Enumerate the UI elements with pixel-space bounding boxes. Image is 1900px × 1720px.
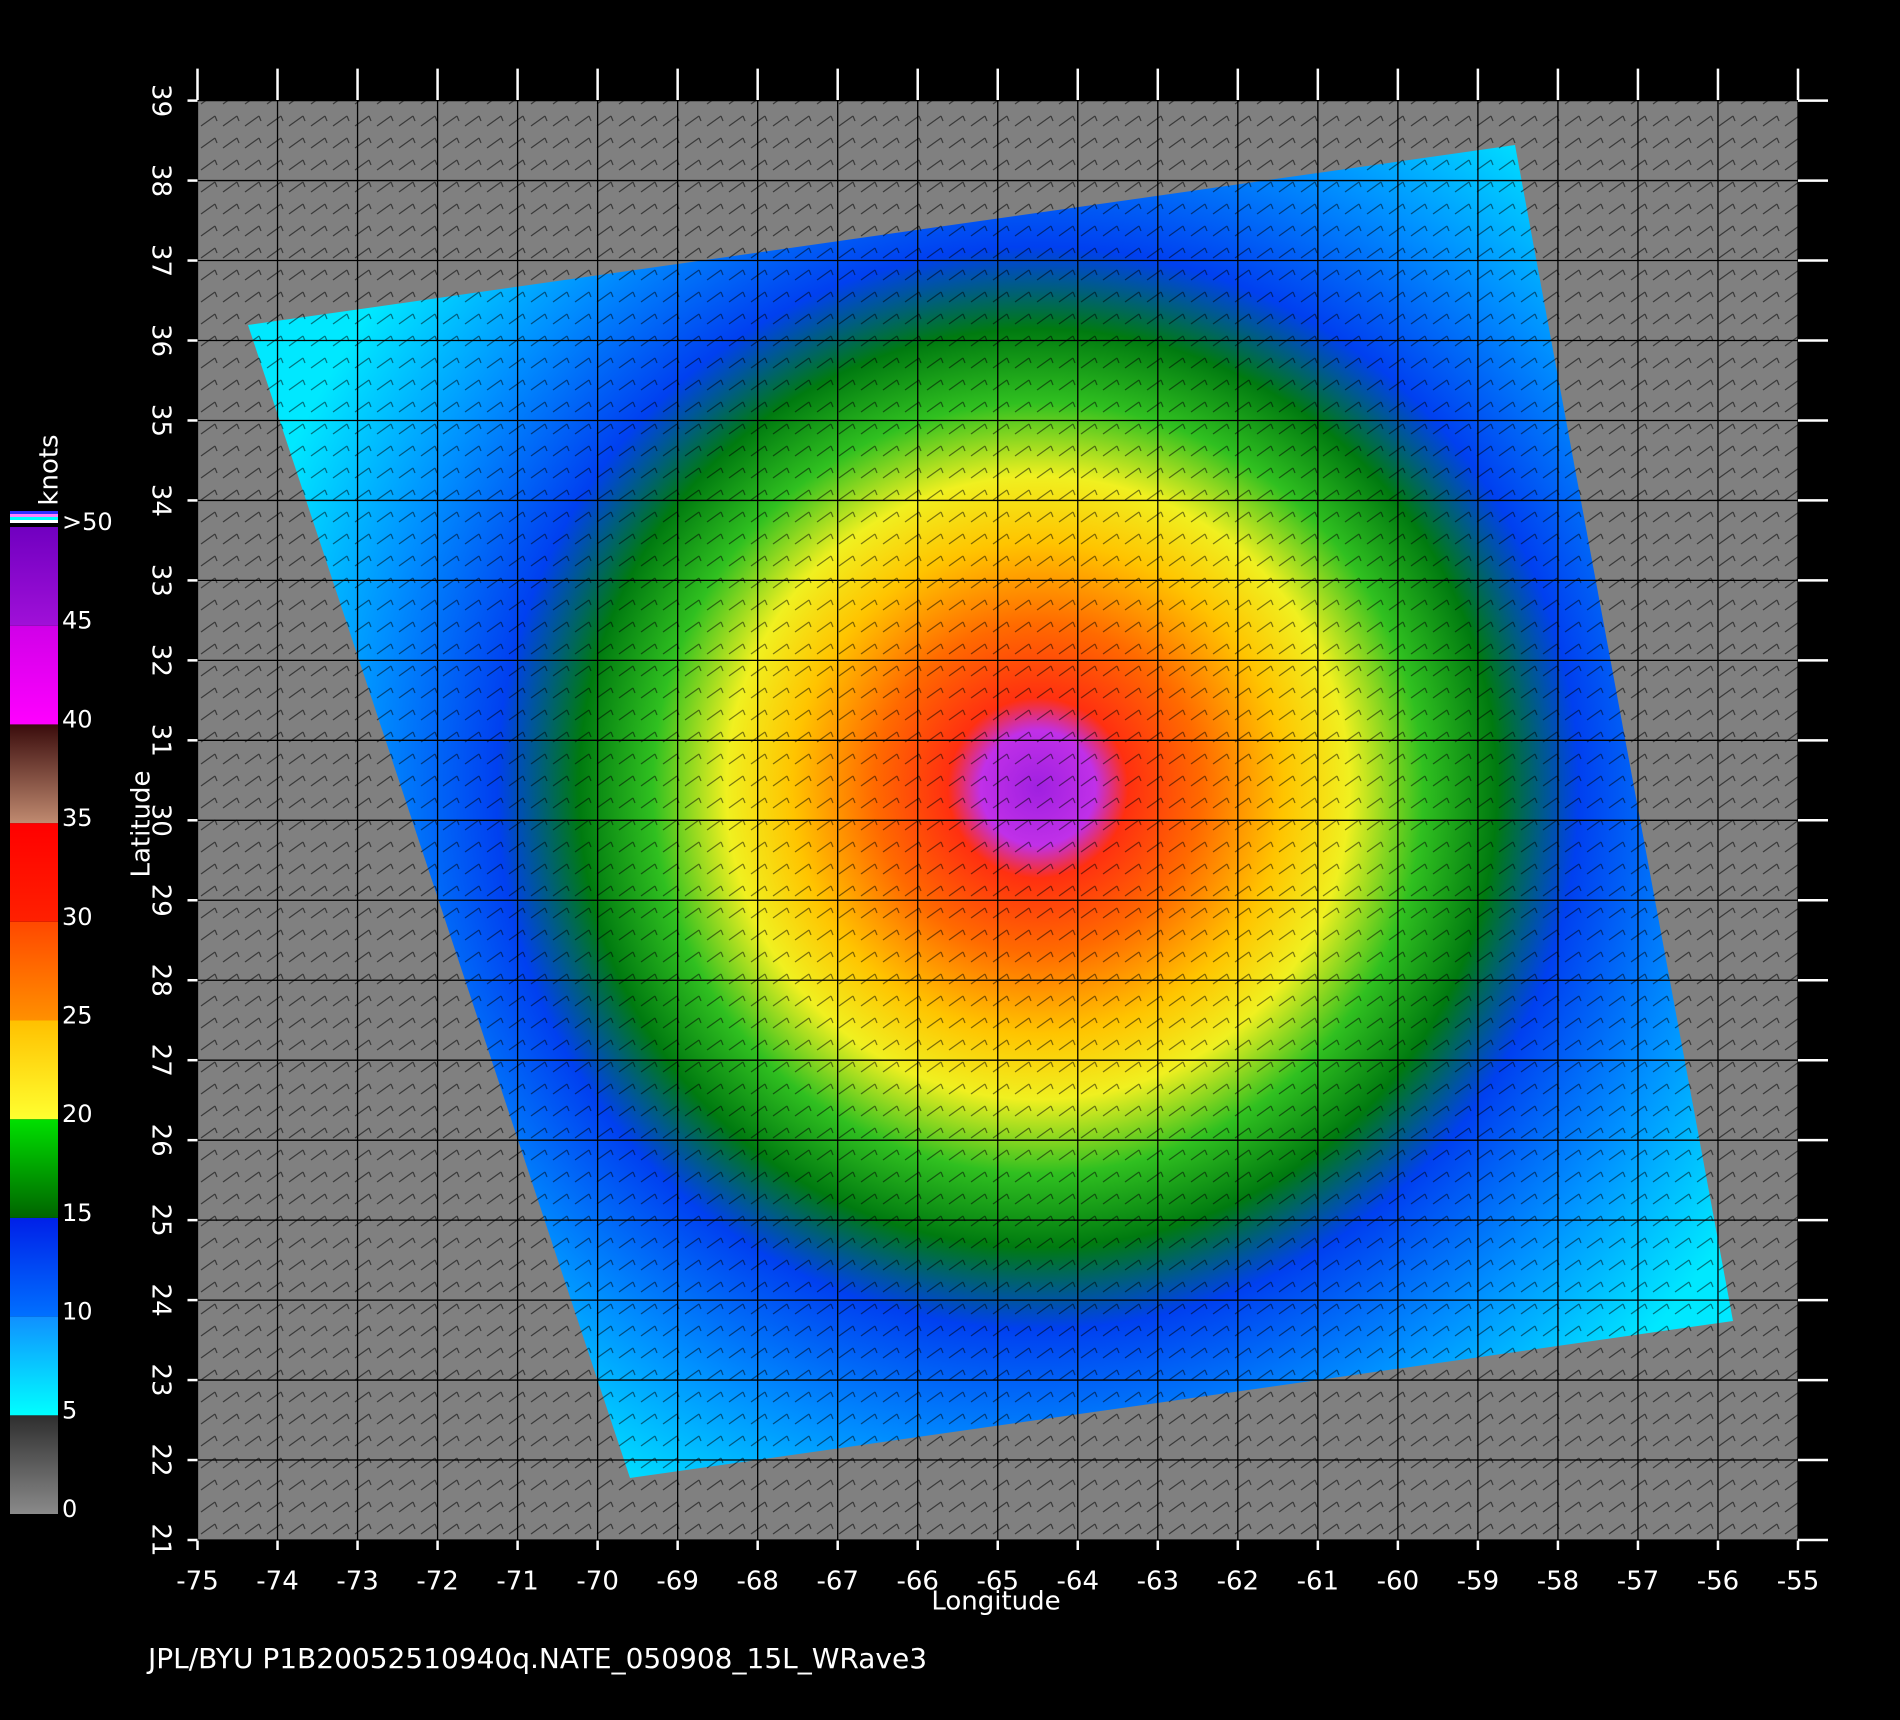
y-tick-label: 34 <box>145 484 175 517</box>
colorbar-tick-label: 10 <box>62 1298 93 1326</box>
colorbar-tick-label: 45 <box>62 607 93 635</box>
footer: JPL/BYU P1B20052510940q.NATE_050908_15L_… <box>146 1642 927 1675</box>
colorbar-segment <box>10 921 58 1021</box>
y-tick-label: 39 <box>146 84 176 117</box>
y-tick-label: 30 <box>146 804 176 837</box>
x-tick-label: -66 <box>896 1567 938 1597</box>
colorbar-cap <box>10 520 58 523</box>
x-tick-label: -73 <box>336 1567 378 1597</box>
colorbar-segment <box>10 724 58 824</box>
colorbar-tick-label: 15 <box>62 1199 93 1227</box>
x-tick-label: -64 <box>1057 1567 1099 1597</box>
colorbar-tick-label: >50 <box>62 508 113 536</box>
colorbar-cap <box>10 511 58 514</box>
y-tick-label: 36 <box>146 324 176 357</box>
x-tick-label: -62 <box>1217 1567 1259 1597</box>
colorbar-segment <box>10 823 58 922</box>
x-tick-label: -68 <box>736 1567 778 1597</box>
colorbar-tick-label: 5 <box>62 1396 77 1424</box>
y-tick-label: 33 <box>146 564 176 597</box>
colorbar-segment <box>10 1020 58 1120</box>
y-tick-label: 25 <box>146 1204 176 1237</box>
y-tick-label: 35 <box>146 404 176 437</box>
x-tick-label: -60 <box>1377 1567 1419 1597</box>
x-tick-label: -65 <box>977 1567 1019 1597</box>
x-tick-label: -63 <box>1137 1567 1179 1597</box>
colorbar-cap <box>10 517 58 520</box>
x-tick-label: -61 <box>1297 1567 1339 1597</box>
colorbar-tick-label: 35 <box>62 804 93 832</box>
y-tick-label: 26 <box>146 1124 176 1157</box>
y-tick-label: 21 <box>146 1523 176 1556</box>
x-tick-label: -72 <box>416 1567 458 1597</box>
x-tick-label: -58 <box>1537 1567 1579 1597</box>
y-tick-label: 37 <box>146 244 176 277</box>
colorbar-cap <box>10 514 58 517</box>
colorbar-segment <box>10 1316 58 1416</box>
colorbar-segment <box>10 1415 58 1514</box>
colorbar-segment <box>10 625 58 725</box>
colorbar-segment <box>10 1119 58 1218</box>
colorbar-segment <box>10 527 58 626</box>
axes: -75 -74 -73 -72 -71 -70 -69 -68 -67 -66 -65 -64 -63 -… <box>10 68 1828 1617</box>
y-axis-label: Latitude <box>127 770 157 877</box>
swath-barbs <box>248 145 1733 1478</box>
y-tick-label: 28 <box>146 964 176 997</box>
x-tick-label: -56 <box>1697 1567 1739 1597</box>
x-tick-label: -57 <box>1617 1567 1659 1597</box>
y-tick-label: 27 <box>146 1044 176 1077</box>
y-tick-label: 24 <box>146 1284 176 1317</box>
y-tick-label: 32 <box>146 644 176 677</box>
colorbar-tick-label: 25 <box>62 1002 93 1030</box>
x-tick-label: -75 <box>176 1567 218 1597</box>
x-tick-label: -59 <box>1457 1567 1499 1597</box>
x-tick-label: -74 <box>256 1567 298 1597</box>
colorbar-segment <box>10 1217 58 1317</box>
colorbar-label: knots <box>35 434 65 505</box>
x-tick-label: -69 <box>656 1567 698 1597</box>
y-tick-label: 22 <box>146 1443 176 1476</box>
colorbar-tick-label: 0 <box>62 1495 77 1523</box>
x-tick-label: -67 <box>816 1567 858 1597</box>
colorbar-tick-label: 20 <box>62 1100 93 1128</box>
x-tick-label: -55 <box>1777 1567 1819 1597</box>
y-tick-label: 38 <box>146 164 176 197</box>
y-tick-label: 31 <box>146 724 176 757</box>
y-tick-label: 23 <box>146 1364 176 1397</box>
y-tick-label: 29 <box>146 884 176 917</box>
colorbar-tick-label: 40 <box>62 705 93 733</box>
colorbar-tick-label: 30 <box>62 903 93 931</box>
x-axis-label: Longitude <box>931 1587 1060 1617</box>
x-tick-label: -70 <box>576 1567 618 1597</box>
x-tick-label: -71 <box>496 1567 538 1597</box>
